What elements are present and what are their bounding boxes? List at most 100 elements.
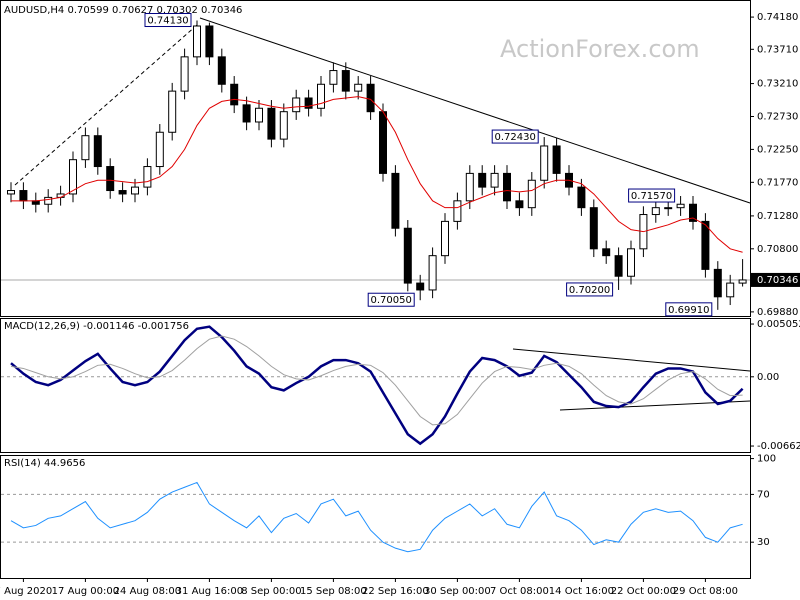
candle-body bbox=[180, 56, 189, 92]
candle-body bbox=[168, 90, 177, 133]
moving-average bbox=[11, 96, 743, 253]
annotation-label: 0.71570 bbox=[631, 191, 672, 202]
candle-body bbox=[279, 111, 288, 140]
x-tick-label: 31 Aug 16:00 bbox=[176, 586, 243, 597]
watermark: ActionForex.com bbox=[500, 35, 700, 63]
candle-body bbox=[403, 227, 412, 284]
x-tick-label: 29 Oct 08:00 bbox=[673, 586, 738, 597]
annotation-box bbox=[628, 188, 676, 203]
candle-body bbox=[589, 207, 598, 250]
rsi-pane-frame bbox=[0, 455, 751, 579]
annotation-box bbox=[665, 302, 713, 317]
y-tick-label: 0.73710 bbox=[757, 44, 798, 55]
y-tick-label: 0.70800 bbox=[757, 244, 798, 255]
candle-body bbox=[205, 25, 214, 58]
candle-body bbox=[341, 70, 350, 92]
y-tick-label: 0.72730 bbox=[757, 111, 798, 122]
candle-body bbox=[118, 190, 127, 195]
candle-body bbox=[651, 207, 660, 216]
y-tick-label: 0.71770 bbox=[757, 177, 798, 188]
x-tick-label: 8 Sep 00:00 bbox=[241, 586, 301, 597]
annotation-box bbox=[367, 292, 415, 307]
trend-line bbox=[14, 24, 198, 186]
candle-body bbox=[478, 172, 487, 188]
candle-body bbox=[193, 25, 201, 58]
price-pane-frame bbox=[0, 0, 751, 317]
price-title: AUDUSD,H4 0.70599 0.70627 0.70302 0.7034… bbox=[4, 5, 242, 16]
candle-body bbox=[93, 135, 102, 168]
annotation-label: 0.69910 bbox=[668, 305, 709, 316]
trend-line bbox=[559, 400, 751, 411]
x-tick-label: 30 Sep 00:00 bbox=[424, 586, 491, 597]
candle-body bbox=[552, 145, 561, 174]
candle-body bbox=[217, 56, 226, 85]
x-tick-label: 7 Oct 08:00 bbox=[490, 586, 549, 597]
x-tick-label: 14 Oct 16:00 bbox=[549, 586, 614, 597]
y-tick-label: 30 bbox=[757, 537, 770, 548]
y-tick-label: 100 bbox=[757, 454, 776, 465]
candle-body bbox=[527, 179, 536, 209]
candle-body bbox=[453, 200, 462, 222]
annotation-box bbox=[144, 13, 192, 28]
y-tick-label: 0.69880 bbox=[757, 307, 798, 318]
annotation-label: 0.72430 bbox=[495, 132, 536, 143]
x-tick-label: 7 Aug 2020 bbox=[0, 586, 52, 597]
trend-line bbox=[512, 348, 751, 372]
candle-body bbox=[627, 248, 635, 277]
candle-body bbox=[726, 282, 735, 298]
candle-body bbox=[428, 255, 437, 291]
last-price-label: 0.70346 bbox=[757, 275, 798, 286]
indicator-line bbox=[10, 481, 743, 553]
y-tick-label: 0.00 bbox=[757, 372, 779, 383]
candle-body bbox=[515, 200, 524, 209]
macd-title: MACD(12,26,9) -0.001146 -0.001756 bbox=[4, 321, 189, 332]
annotation-label: 0.70050 bbox=[371, 295, 412, 306]
candle-body bbox=[304, 97, 313, 109]
y-tick-label: 0.74180 bbox=[757, 12, 798, 23]
candle-body bbox=[354, 83, 363, 92]
candle-body bbox=[31, 200, 40, 205]
candle-body bbox=[614, 255, 623, 277]
candle-body bbox=[7, 190, 15, 195]
candle-body bbox=[292, 97, 301, 113]
trend-line bbox=[199, 17, 751, 204]
candle-body bbox=[676, 203, 685, 209]
candle-body bbox=[81, 135, 90, 161]
last-price-box bbox=[751, 272, 800, 287]
candle-body bbox=[391, 172, 400, 229]
candle-body bbox=[255, 107, 263, 123]
x-tick-label: 17 Aug 00:00 bbox=[52, 586, 119, 597]
annotation-label: 0.70200 bbox=[569, 285, 610, 296]
candle-body bbox=[44, 196, 53, 205]
annotation-box bbox=[566, 282, 614, 297]
candle-body bbox=[106, 166, 115, 192]
candle-body bbox=[701, 220, 710, 270]
candle-body bbox=[143, 166, 152, 188]
candle-body bbox=[69, 159, 77, 195]
candle-body bbox=[155, 131, 164, 168]
y-tick-label: 0.73210 bbox=[757, 79, 798, 90]
indicator-line bbox=[10, 325, 744, 446]
y-tick-label: 0.71280 bbox=[757, 211, 798, 222]
candle-body bbox=[317, 83, 325, 109]
candle-body bbox=[540, 145, 549, 181]
annotation-label: 0.74130 bbox=[147, 16, 188, 27]
candle-body bbox=[713, 268, 722, 298]
candle-body bbox=[267, 107, 276, 140]
candle-body bbox=[366, 83, 375, 113]
indicator-line bbox=[10, 335, 743, 426]
x-tick-label: 22 Sep 16:00 bbox=[362, 586, 429, 597]
x-tick-label: 22 Oct 00:00 bbox=[611, 586, 676, 597]
candle-body bbox=[441, 220, 449, 257]
candle-body bbox=[329, 70, 338, 85]
macd-pane-frame bbox=[0, 318, 751, 453]
candle-body bbox=[664, 207, 673, 210]
annotation-box bbox=[491, 129, 539, 144]
candle-body bbox=[602, 248, 611, 257]
y-tick-label: 0.005052 bbox=[757, 319, 800, 330]
y-tick-label: 0.72250 bbox=[757, 144, 798, 155]
candle-body bbox=[379, 111, 387, 174]
x-tick-label: 15 Sep 08:00 bbox=[300, 586, 367, 597]
candle-body bbox=[416, 282, 425, 291]
